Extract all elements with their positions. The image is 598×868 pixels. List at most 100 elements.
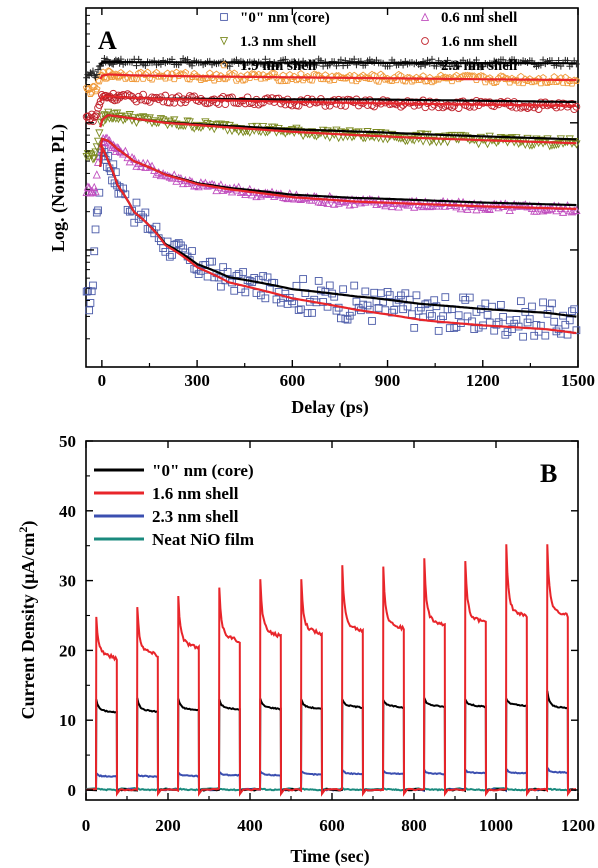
data-point [501, 330, 510, 339]
fit-red-line [99, 114, 577, 145]
data-point [519, 78, 527, 87]
data-point [463, 312, 472, 321]
y-tick-label: 0 [68, 781, 77, 800]
data-point [561, 320, 570, 329]
data-point [570, 305, 579, 314]
legend-label: 1.6 nm shell [441, 34, 517, 50]
data-point [381, 306, 390, 315]
data-point [294, 306, 303, 314]
panel-a-xlabel: Delay (ps) [291, 397, 369, 418]
panel-b-ylabel-sup: 2 [16, 527, 30, 533]
data-point [141, 70, 150, 78]
legend-label: "0" nm (core) [240, 10, 330, 26]
data-point [259, 272, 267, 280]
data-point [136, 113, 146, 122]
data-point [377, 70, 385, 78]
series-0 [82, 145, 581, 341]
data-point [445, 102, 454, 110]
data-point [94, 66, 102, 74]
data-point [104, 108, 113, 118]
data-point [368, 317, 376, 325]
panel-b-ylabel: Current Density (μA/cm2) [16, 521, 39, 720]
data-point [103, 74, 111, 82]
data-point [370, 288, 379, 297]
data-point [503, 200, 512, 210]
data-point [536, 136, 545, 145]
data-point [203, 272, 212, 281]
data-point [412, 291, 421, 300]
data-point [247, 190, 257, 199]
legend-label: Neat NiO film [152, 530, 254, 549]
y-tick-label: 20 [59, 641, 76, 660]
legend-label: 1.3 nm shell [240, 34, 316, 50]
data-point [86, 150, 95, 159]
panel-b-chart: 0 200 400 600 800 1000 1200 0 10 20 30 40 50 B "0" n… [16, 432, 595, 867]
data-point [241, 189, 250, 198]
data-point [85, 306, 94, 315]
legend-marker [421, 37, 429, 45]
data-point [370, 133, 379, 142]
data-point [327, 128, 337, 137]
data-point [483, 75, 492, 83]
fit-red-line [99, 137, 577, 210]
data-point [234, 270, 243, 278]
data-point [299, 275, 307, 283]
panel-b-ylabel-end: ) [18, 521, 39, 527]
data-point [374, 134, 383, 143]
legend-label: 2.3 nm shell [152, 507, 239, 526]
data-point [179, 244, 187, 253]
data-point [292, 281, 301, 290]
data-point [308, 309, 316, 317]
data-point [466, 58, 474, 66]
data-point [445, 73, 454, 81]
y-tick-label: 30 [59, 572, 76, 591]
data-point [141, 208, 150, 217]
data-point [343, 315, 352, 324]
data-point [217, 282, 225, 291]
data-point [428, 312, 436, 320]
data-point [208, 257, 216, 266]
data-point [165, 252, 174, 261]
data-point [572, 326, 581, 335]
fit-black-line [99, 137, 577, 207]
fit-black-line [99, 60, 577, 66]
data-point [425, 309, 434, 318]
data-point [174, 239, 183, 247]
data-point [530, 103, 539, 112]
data-point [445, 324, 454, 332]
fit-black-line [99, 143, 577, 318]
data-point [206, 69, 214, 77]
data-point [88, 187, 98, 197]
data-point [550, 317, 559, 326]
data-point [459, 293, 467, 302]
data-point [372, 199, 381, 209]
data-point [468, 98, 476, 107]
data-point [537, 79, 545, 87]
data-point [188, 247, 196, 255]
panel-b-ylabel-main: Current Density (μA/cm [18, 533, 39, 720]
data-point [525, 75, 534, 83]
data-point [441, 293, 450, 301]
data-point [132, 74, 141, 83]
data-point [150, 70, 159, 78]
data-point [572, 205, 581, 214]
data-point [343, 132, 352, 141]
data-point [292, 76, 301, 84]
data-point [132, 198, 141, 207]
data-point [188, 62, 196, 70]
data-point [230, 286, 239, 295]
data-point [277, 76, 285, 85]
data-point [339, 285, 347, 294]
data-point [492, 320, 501, 329]
legend-label: 0.6 nm shell [441, 10, 517, 26]
x-tick-label: 1200 [466, 371, 500, 390]
data-point [93, 137, 103, 147]
legend-label: 2.3 nm shell [441, 58, 517, 74]
data-point [95, 101, 104, 109]
data-point [90, 154, 99, 163]
data-point [86, 299, 95, 307]
data-point [290, 72, 299, 80]
data-point [405, 197, 414, 206]
data-point [93, 85, 101, 93]
data-point [385, 291, 394, 299]
